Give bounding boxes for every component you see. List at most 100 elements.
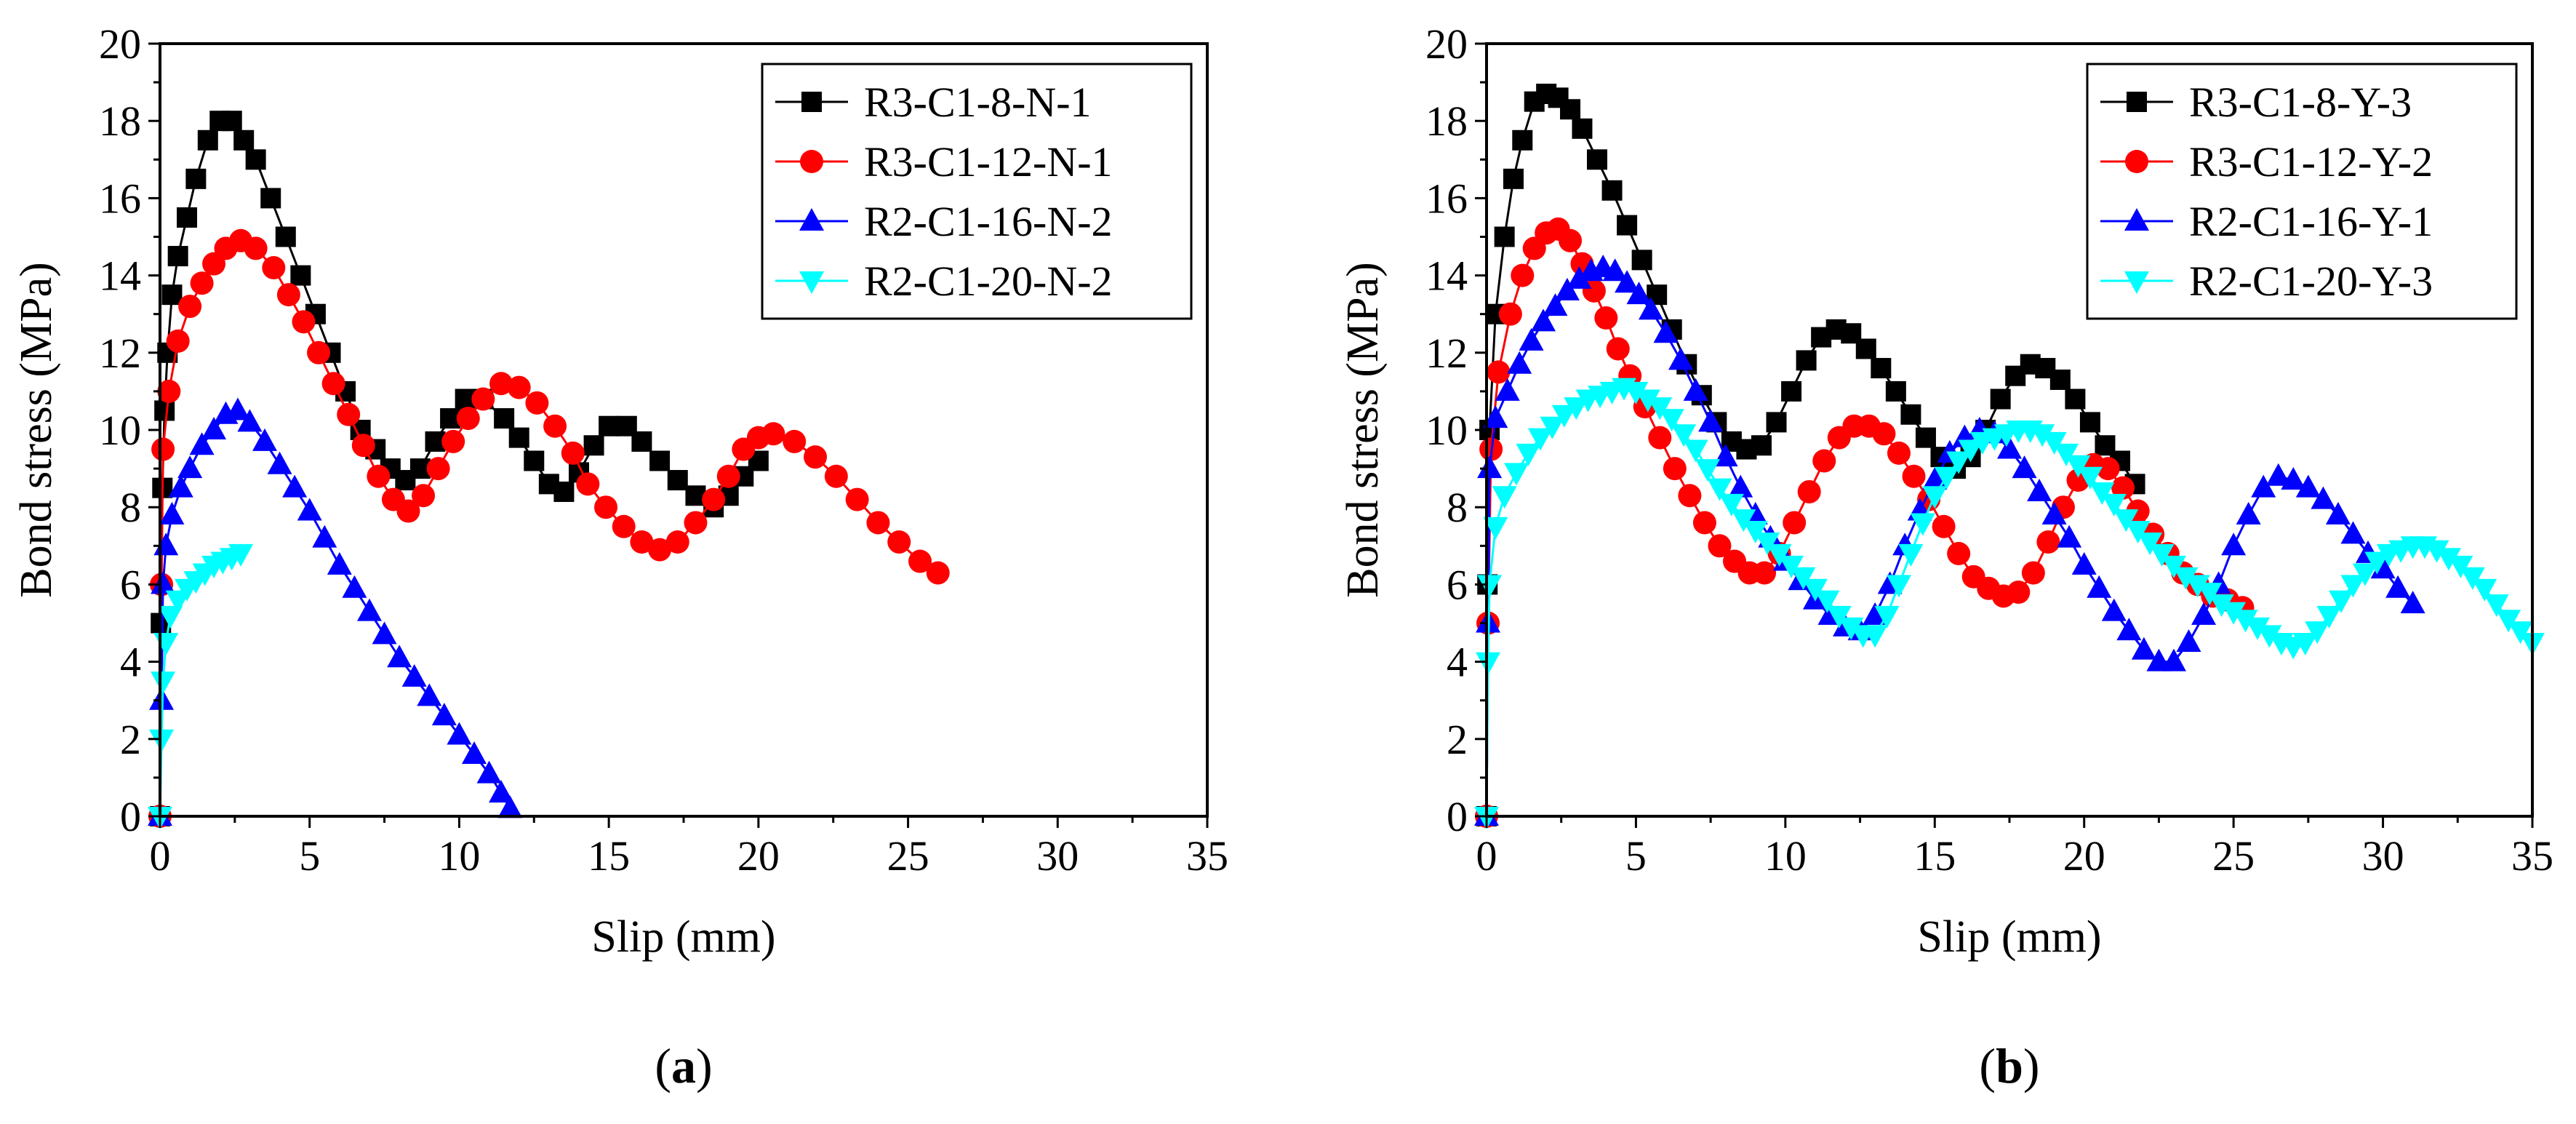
panel-a-legend-label: R3-C1-8-N-1 <box>864 79 1092 126</box>
panel-a-data-point <box>441 429 465 453</box>
panel-a-data-point <box>244 236 268 260</box>
panel-b-data-point <box>1719 493 1744 517</box>
panel-a-data-point <box>583 435 604 456</box>
panel-b-legend-label: R2-C1-16-Y-1 <box>2189 198 2433 245</box>
panel-b-data-point <box>2209 594 2234 617</box>
panel-b-data-point <box>2340 521 2366 544</box>
panel-a-legend-label: R2-C1-20-N-2 <box>864 258 1113 305</box>
panel-b-legend-swatch-marker <box>2124 271 2149 294</box>
panel-b-data-point <box>2221 533 2247 556</box>
panel-a-data-point <box>761 422 785 446</box>
panel-b-data-point <box>1839 617 1864 640</box>
panel-a-x-tick-label: 0 <box>150 832 171 880</box>
panel-a-data-point <box>631 431 652 452</box>
panel-a-legend-swatch-marker <box>800 150 823 173</box>
panel-b-data-point <box>1731 509 1756 533</box>
panel-b-data-point <box>1863 625 1888 648</box>
panel-b-data-point <box>1767 543 1792 567</box>
panel-a-data-point <box>804 445 828 469</box>
panel-b-data-point <box>2436 548 2461 571</box>
panel-b-data-point <box>2508 621 2533 645</box>
panel-b-data-point <box>1487 360 1511 384</box>
panel-a-data-point <box>185 168 207 189</box>
panel-b-data-point <box>1922 486 1948 509</box>
panel-b-data-point <box>1855 338 1876 359</box>
panel-b-y-tick-label: 8 <box>1447 484 1468 531</box>
panel-a-bond-stress-chart: 0 5 10 15 20 25 30 35 0 2 4 6 8 10 12 14 16 18 20 Slip (mm… <box>12 20 1228 1093</box>
panel-b-data-point <box>1802 578 1828 602</box>
panel-b-data-point <box>2245 617 2271 640</box>
panel-b-data-point <box>1671 424 1697 447</box>
panel-a-data-point <box>267 451 292 474</box>
panel-a-axis-ticks: 0 5 10 15 20 25 30 35 0 2 4 6 8 10 12 14 16 18 20 <box>99 20 1228 880</box>
panel-b-y-tick-label: 16 <box>1425 175 1468 222</box>
panel-b-axis-ticks: 0 5 10 15 20 25 30 35 0 2 4 6 8 10 12 14 16 18 20 <box>1425 20 2553 880</box>
panel-b-data-point <box>2329 590 2354 613</box>
panel-b-data-point <box>2448 555 2473 578</box>
panel-b-data-point <box>1934 466 1959 490</box>
panel-b-data-point <box>1812 449 1836 473</box>
panel-b-data-point <box>2012 455 2037 479</box>
panel-b-bond-stress-chart: 0 5 10 15 20 25 30 35 0 2 4 6 8 10 12 14 16 18 20 Slip (mm… <box>1338 20 2553 1093</box>
panel-a-y-tick-label: 8 <box>120 484 141 531</box>
panel-b-y-tick-label: 18 <box>1425 97 1468 145</box>
panel-b-legend: R3-C1-8-Y-3 R3-C1-12-Y-2 R2-C1-16-Y-1 R2-C1… <box>2086 63 2518 320</box>
panel-a-data-point <box>151 571 176 594</box>
panel-b-series-R2-C1-16-Y-1 <box>1474 254 2425 826</box>
panel-b-data-point <box>2101 493 2127 517</box>
panel-a-data-point <box>245 149 266 170</box>
panel-b-data-point <box>2251 474 2276 498</box>
panel-b-data-point <box>1507 351 1532 374</box>
panel-a-data-point <box>197 129 218 151</box>
panel-a-legend-swatch-marker <box>799 271 824 294</box>
panel-a-data-point <box>401 663 427 687</box>
panel-a-data-point <box>233 129 255 151</box>
panel-b-data-point <box>2101 598 2127 621</box>
panel-a-data-point <box>649 450 671 471</box>
panel-b-data-point <box>1476 652 1501 675</box>
panel-b-data-point <box>1638 297 1663 320</box>
panel-a-data-point <box>307 340 331 364</box>
panel-b-data-point <box>1483 517 1508 540</box>
panel-b-data-point <box>1698 409 1724 432</box>
panel-b-data-point <box>1531 308 1556 332</box>
panel-a-data-point <box>489 372 513 396</box>
panel-b-data-point <box>1477 455 1503 479</box>
panel-b-data-point <box>2065 455 2091 478</box>
panel-a-y-tick-label: 16 <box>99 175 141 222</box>
panel-b-data-point <box>2236 501 2261 525</box>
panel-b-data-point <box>1678 484 1702 508</box>
panel-a-data-point <box>648 538 672 562</box>
panel-b-y-tick-label: 20 <box>1425 20 1468 68</box>
panel-b-x-tick-label: 15 <box>1913 832 1956 880</box>
panel-a-data-point <box>158 605 183 629</box>
panel-a-legend-swatch-marker <box>801 92 822 112</box>
panel-b-data-point <box>1567 266 1592 289</box>
panel-b-data-point <box>2496 610 2521 633</box>
panel-b-data-point <box>1648 426 1672 450</box>
panel-b-legend-swatch-marker <box>2127 92 2147 112</box>
panel-a-data-point <box>387 645 412 668</box>
panel-a-data-point <box>431 702 457 725</box>
panel-b-data-point <box>2071 551 2097 575</box>
panel-b-data-point <box>2385 575 2411 598</box>
panel-b-data-point <box>1504 463 1529 486</box>
panel-b-data-point <box>1564 397 1589 420</box>
panel-b-data-point <box>1615 270 1640 293</box>
panel-b-data-point <box>1559 228 1583 252</box>
panel-b-y-tick-label: 2 <box>1447 716 1468 763</box>
panel-a-data-point <box>167 246 188 267</box>
panel-b-data-point <box>1946 451 1972 474</box>
panel-b-data-point <box>1540 416 1565 439</box>
panel-b-data-point <box>1647 397 1673 420</box>
panel-b-letter: b <box>1996 1038 2023 1093</box>
panel-a-data-point <box>783 429 807 453</box>
panel-a-data-point <box>372 621 397 645</box>
panel-a-x-tick-label: 35 <box>1186 832 1228 880</box>
panel-a-data-point <box>612 514 636 538</box>
panel-b-data-point <box>2281 467 2306 490</box>
panel-a-legend: R3-C1-8-N-1 R3-C1-12-N-1 R2-C1-16-N-2 R2-C1… <box>761 63 1193 320</box>
panel-b-data-point <box>1743 521 1768 544</box>
panel-b-data-point <box>1560 99 1581 120</box>
panel-b-data-point <box>2176 629 2201 653</box>
